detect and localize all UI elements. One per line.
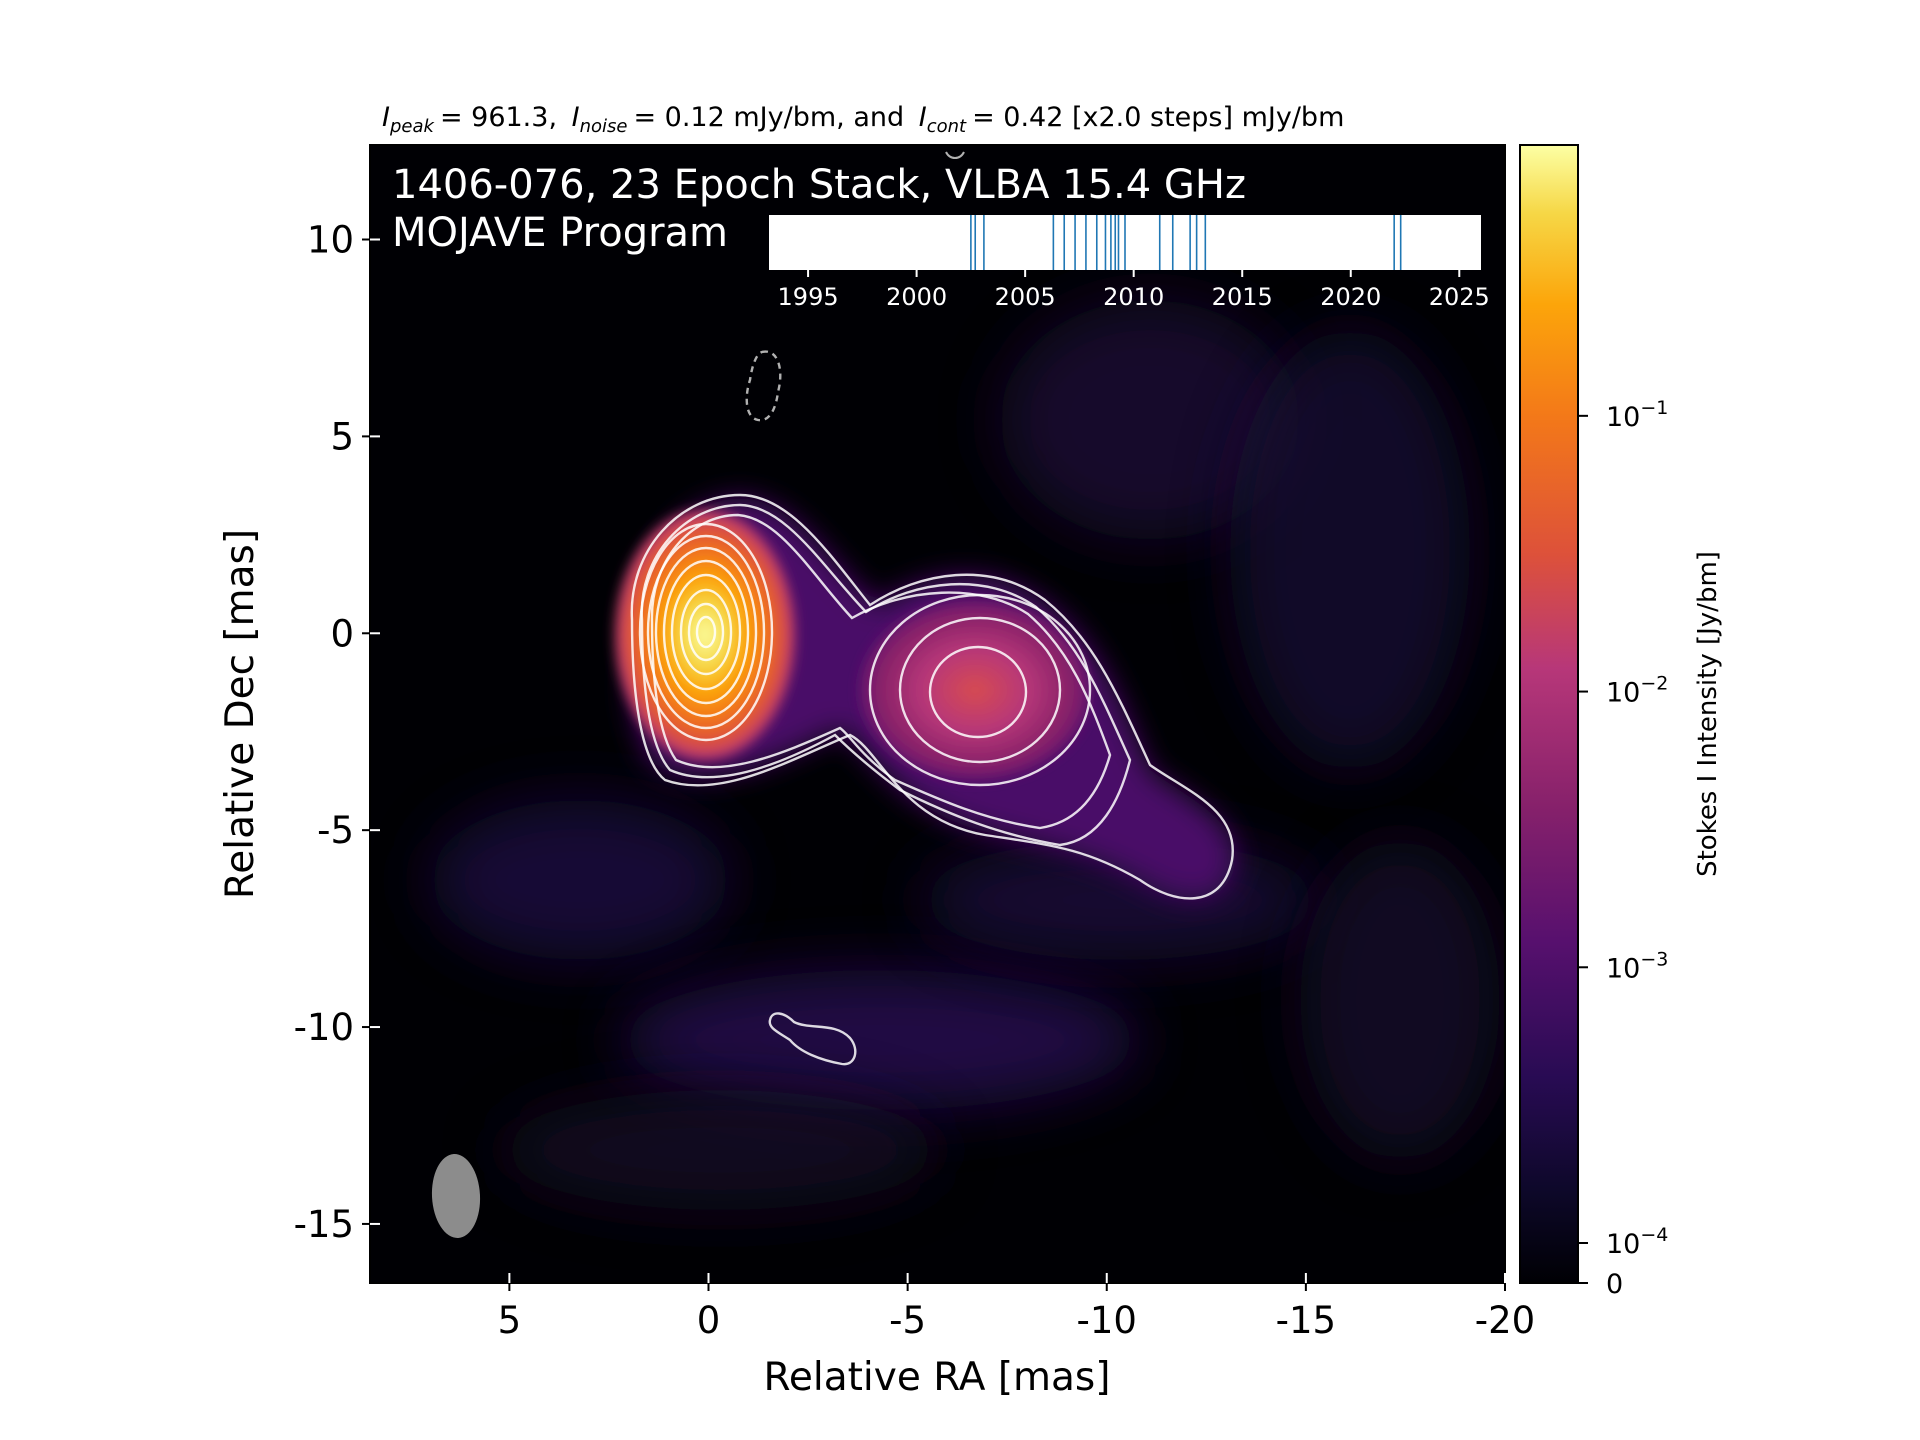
source-title: 1406-076, 23 Epoch Stack, VLBA 15.4 GHz — [392, 162, 1246, 208]
colorbar: 10−1 10−2 10−3 10−4 0 Stokes I Intensity [Jy… — [1519, 144, 1723, 1300]
negative-contour — [945, 151, 965, 159]
negative-contour — [745, 350, 782, 422]
timeline-tick-label: 1995 — [778, 283, 839, 311]
title-peak-symbol: I — [382, 102, 390, 133]
contour-level — [640, 503, 1132, 847]
colorbar-tick-label: 10−4 — [1606, 1224, 1668, 1260]
x-tick-label: -10 — [1077, 1299, 1137, 1342]
x-axis-label: Relative RA [mas] — [764, 1355, 1111, 1400]
colorbar-tick-label: 10−1 — [1606, 397, 1668, 433]
contour-level — [670, 573, 742, 691]
contour-level — [654, 546, 758, 718]
colorbar-ticks: 10−1 10−2 10−3 10−4 0 — [1578, 397, 1668, 1300]
title-peak-subscript: peak — [389, 116, 436, 137]
y-tick-label: -5 — [317, 809, 354, 852]
y-ticks: 10 5 0 -5 -10 -15 — [294, 219, 380, 1246]
x-tick-label: -15 — [1276, 1299, 1336, 1342]
contour-level — [650, 513, 1112, 830]
colorbar-tick-label: 10−2 — [1606, 673, 1668, 709]
title-cont-value: = 0.42 [x2.0 steps] mJy/bm — [972, 102, 1344, 133]
contour-level — [898, 616, 1062, 764]
colorbar-tick-label: 10−3 — [1606, 948, 1668, 984]
chart-title: Ipeak = 961.3, Inoise = 0.12 mJy/bm, and I… — [382, 102, 1344, 137]
diffuse-emission — [500, 1090, 940, 1210]
y-tick-label: -15 — [294, 1203, 354, 1246]
y-tick-label: -10 — [294, 1006, 354, 1049]
y-tick-label: 5 — [330, 415, 354, 458]
timeline-ticks: 1995 2000 2005 2010 2015 2020 2025 — [778, 270, 1490, 311]
epoch-lines — [970, 215, 1402, 270]
contour-level — [638, 522, 774, 742]
timeline-tick-label: 2015 — [1212, 283, 1273, 311]
colorbar-label: Stokes I Intensity [Jy/bm] — [1693, 551, 1723, 877]
contour-level — [662, 559, 750, 705]
x-tick-label: -20 — [1475, 1299, 1535, 1342]
diffuse-emission — [1000, 300, 1300, 540]
contour-level — [868, 593, 1092, 787]
colorbar-frame — [1519, 144, 1579, 1284]
plot-frame — [369, 144, 1506, 1284]
diffuse-emission — [430, 800, 730, 960]
title-noise-value: = 0.12 mJy/bm, and — [633, 102, 904, 133]
diffuse-emission — [1300, 840, 1500, 1160]
y-axis-label: Relative Dec [mas] — [218, 529, 263, 899]
x-tick-label: 5 — [498, 1299, 522, 1342]
x-tick-label: -5 — [889, 1299, 926, 1342]
contour-level — [695, 615, 717, 649]
diffuse-emission — [620, 970, 1140, 1110]
title-noise-subscript: noise — [580, 116, 628, 137]
y-tick-label: 0 — [330, 612, 354, 655]
colorbar-tick-label: 0 — [1606, 1269, 1623, 1300]
timeline-tick-label: 2025 — [1429, 283, 1490, 311]
contour-level — [687, 602, 725, 662]
title-peak-value: = 961.3, — [440, 102, 557, 133]
contour-level — [646, 534, 766, 730]
timeline-tick-label: 2020 — [1320, 283, 1381, 311]
contour-level — [630, 493, 1234, 900]
program-title: MOJAVE Program — [392, 210, 728, 256]
colorbar-gradient — [1520, 145, 1578, 1283]
y-tick-label: 10 — [307, 219, 354, 262]
contour-level — [928, 645, 1028, 739]
contour-level — [679, 588, 733, 676]
timeline-tick-label: 2000 — [886, 283, 947, 311]
timeline-tick-label: 2010 — [1103, 283, 1164, 311]
x-tick-label: 0 — [697, 1299, 721, 1342]
title-cont-subscript: cont — [927, 116, 967, 137]
diffuse-emission — [1230, 330, 1470, 770]
contours — [630, 151, 1234, 1066]
epoch-timeline: 1995 2000 2005 2010 2015 2020 2025 — [769, 215, 1490, 311]
timeline-tick-label: 2005 — [995, 283, 1056, 311]
title-noise-symbol: I — [572, 102, 580, 133]
intensity-map — [430, 300, 1500, 1210]
x-ticks: 5 0 -5 -10 -15 -20 — [498, 1273, 1535, 1342]
image-panel: 1406-076, 23 Epoch Stack, VLBA 15.4 GHz … — [294, 144, 1535, 1342]
contour-level — [768, 1012, 857, 1066]
title-cont-symbol: I — [919, 102, 927, 133]
beam-ellipse — [431, 1154, 481, 1238]
